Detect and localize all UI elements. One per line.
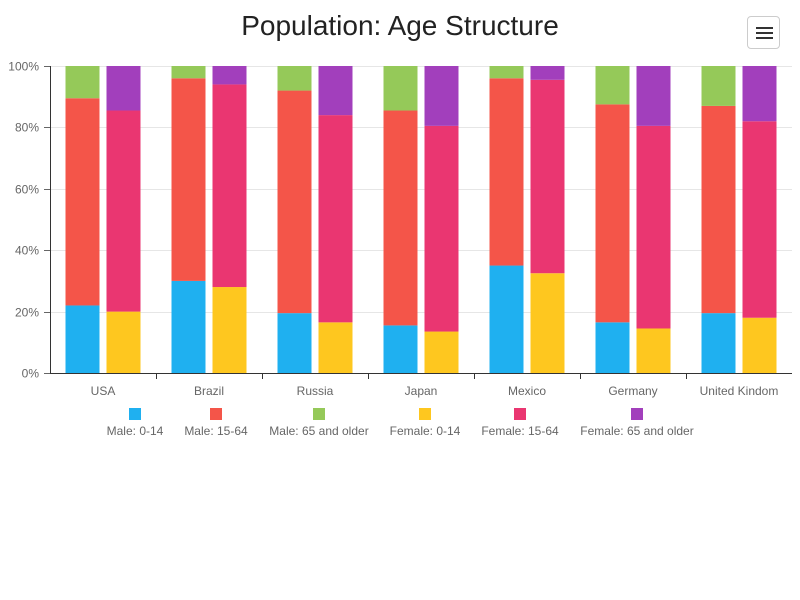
bar-segment[interactable] [530,66,565,80]
bar-segment[interactable] [424,331,459,373]
bar-segment[interactable] [171,280,206,373]
hamburger-menu-button[interactable] [747,16,780,49]
y-tick-label: 80% [15,121,39,135]
bar-segment[interactable] [595,322,630,373]
x-tick-label: USA [91,384,116,398]
bar-segment[interactable] [530,273,565,373]
legend-swatch[interactable] [313,408,325,420]
bar-segment[interactable] [636,125,671,329]
bar-segment[interactable] [212,287,247,373]
hamburger-menu-icon-line-3 [756,37,773,39]
bar-segment[interactable] [106,66,141,111]
bar-segment[interactable] [489,66,524,79]
bar-segment[interactable] [65,66,100,99]
x-tick-label: Mexico [508,384,546,398]
legend-swatch[interactable] [210,408,222,420]
y-tick-label: 40% [15,244,39,258]
bar-segment[interactable] [212,84,247,288]
bar-segment[interactable] [530,79,565,274]
bar-segment[interactable] [424,66,459,126]
bar-segment[interactable] [742,317,777,373]
y-tick-label: 60% [15,183,39,197]
bar-segment[interactable] [106,311,141,373]
bar-segment[interactable] [65,98,100,306]
bar-segment[interactable] [383,325,418,373]
x-tick-label: Germany [608,384,657,398]
hamburger-menu-icon-line-2 [756,32,773,34]
bar-segment[interactable] [742,121,777,318]
x-tick-label: Russia [297,384,334,398]
bar-segment[interactable] [701,313,736,373]
bar-segment[interactable] [595,104,630,323]
bar-segment[interactable] [277,90,312,314]
x-tick-label: Brazil [194,384,224,398]
bar-segment[interactable] [701,66,736,106]
legend-swatch[interactable] [631,408,643,420]
legend-label[interactable]: Female: 65 and older [580,424,693,438]
legend-label[interactable]: Male: 65 and older [269,424,368,438]
bar-segment[interactable] [277,313,312,373]
bar-segment[interactable] [636,66,671,126]
y-tick-label: 20% [15,306,39,320]
x-tick-label: United Kindom [700,384,779,398]
bar-segment[interactable] [318,66,353,116]
bar-segment[interactable] [318,322,353,373]
bar-segment[interactable] [106,110,141,312]
bar-segment[interactable] [277,66,312,91]
bar-segment[interactable] [171,66,206,79]
bar-segment[interactable] [171,78,206,281]
bar-segment[interactable] [424,125,459,332]
bar-segment[interactable] [701,105,736,314]
legend-swatch[interactable] [514,408,526,420]
bar-segment[interactable] [636,328,671,373]
y-tick-label: 0% [22,367,40,381]
legend-swatch[interactable] [129,408,141,420]
bar-segment[interactable] [489,78,524,266]
bar-segment[interactable] [212,66,247,85]
legend-label[interactable]: Male: 15-64 [184,424,248,438]
y-tick-label: 100% [8,60,39,74]
legend-swatch[interactable] [419,408,431,420]
x-tick-label: Japan [405,384,438,398]
bar-segment[interactable] [489,265,524,373]
bar-segment[interactable] [383,110,418,326]
bar-segment[interactable] [595,66,630,105]
legend-label[interactable]: Female: 0-14 [390,424,461,438]
chart-title: Population: Age Structure [241,10,559,41]
hamburger-menu-icon-line-1 [756,27,773,29]
legend-label[interactable]: Male: 0-14 [107,424,164,438]
bar-segment[interactable] [318,115,353,323]
bar-segment[interactable] [383,66,418,111]
legend-label[interactable]: Female: 15-64 [481,424,559,438]
bar-segment[interactable] [65,305,100,373]
bar-segment[interactable] [742,66,777,122]
